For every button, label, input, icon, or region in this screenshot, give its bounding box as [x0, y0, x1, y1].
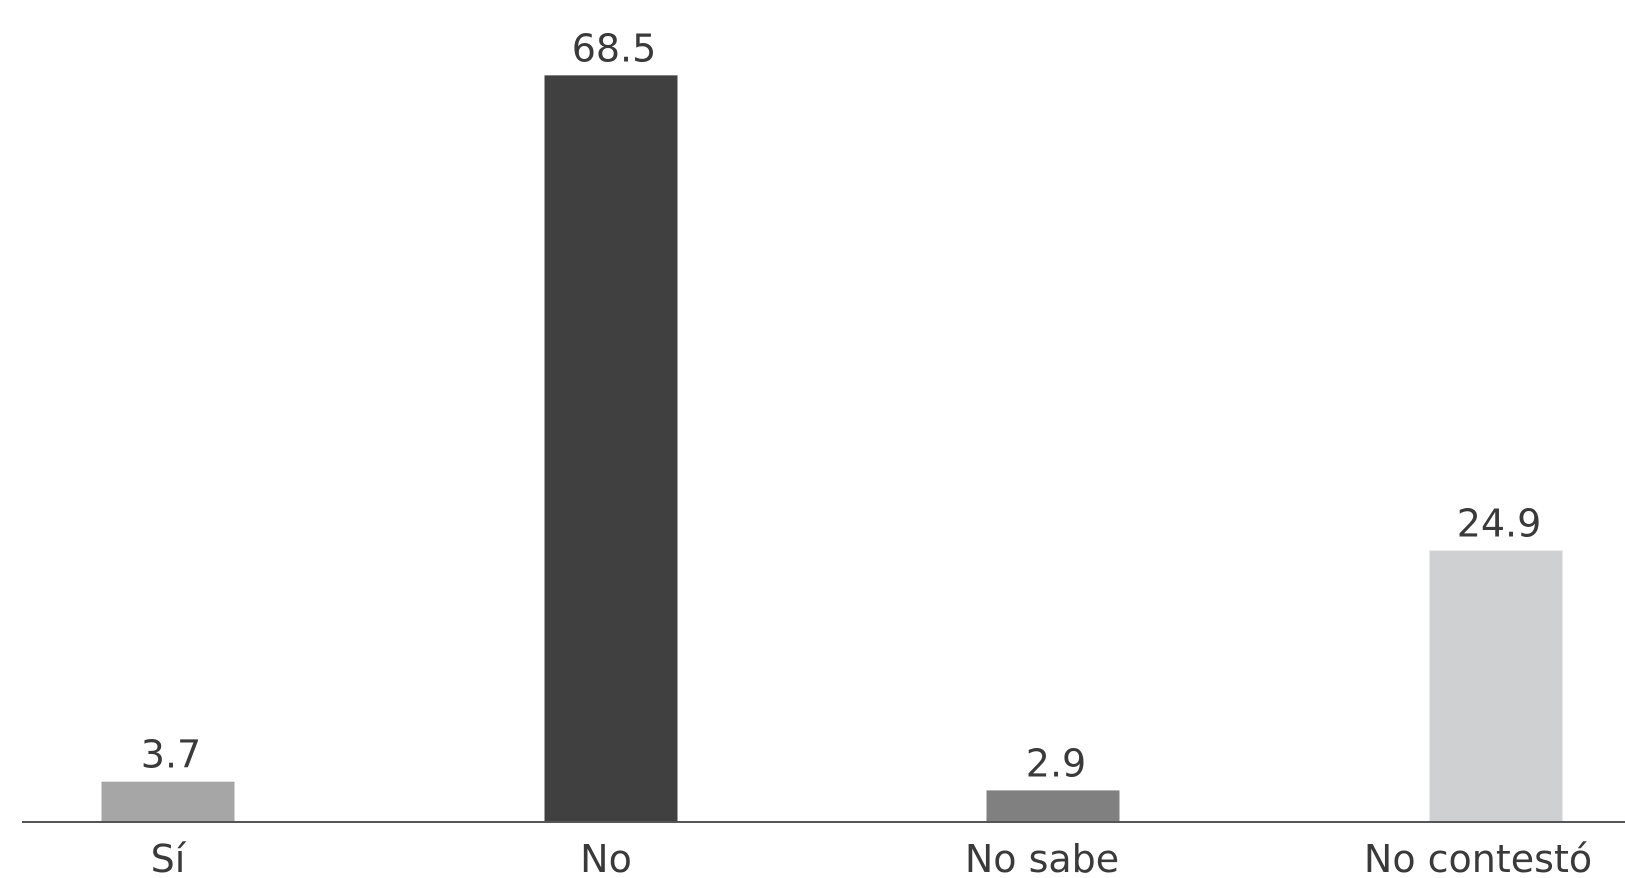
value-label-0: 3.7 [141, 733, 201, 777]
category-label-1: No [580, 837, 632, 878]
bar-0 [101, 781, 235, 822]
category-label-2: No sabe [965, 837, 1119, 878]
category-label-0: Sí [151, 837, 187, 878]
value-label-2: 2.9 [1026, 741, 1086, 785]
bar-2 [986, 790, 1120, 822]
category-labels-group: Sí No No sabe No contestó [151, 837, 1592, 878]
value-label-1: 68.5 [572, 26, 657, 70]
bar-3 [1429, 550, 1563, 822]
value-labels-group: 3.7 68.5 2.9 24.9 [141, 26, 1542, 785]
value-label-3: 24.9 [1457, 502, 1542, 546]
category-label-3: No contestó [1364, 837, 1592, 878]
bars-group [101, 75, 1563, 823]
bar-1 [544, 75, 678, 823]
